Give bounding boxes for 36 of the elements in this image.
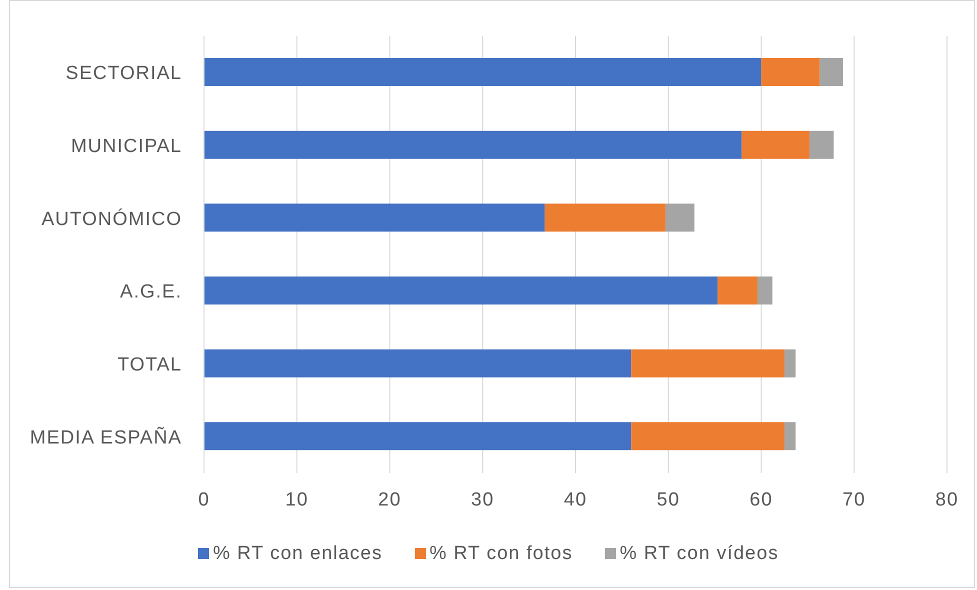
bar (718, 276, 758, 304)
bar (742, 130, 810, 159)
x-tick-label: 30 (471, 489, 494, 510)
y-tick-label: MUNICIPAL (70, 136, 182, 157)
bar (784, 422, 796, 450)
x-tick-label: 60 (750, 489, 773, 510)
bar (204, 422, 632, 450)
legend-label: % RT con enlaces (213, 543, 382, 564)
bar (204, 349, 632, 378)
bar (204, 276, 718, 304)
y-tick-label: TOTAL (118, 354, 182, 376)
bar (761, 58, 820, 86)
bar (204, 204, 545, 232)
y-tick-label: AUTONÓMICO (41, 208, 182, 230)
x-tick-label: 20 (378, 489, 402, 510)
bar (544, 204, 666, 232)
x-tick-label: 70 (842, 489, 866, 510)
bar (631, 422, 784, 450)
x-tick-label: 50 (656, 489, 680, 510)
bar (758, 276, 772, 304)
bar (204, 130, 742, 159)
y-tick-label: MEDIA ESPAÑA (30, 426, 182, 448)
bar (810, 130, 834, 159)
y-tick-label: SECTORIAL (66, 63, 182, 84)
bar (204, 58, 762, 86)
bar (666, 204, 694, 232)
y-tick-label: A.G.E. (120, 282, 182, 303)
legend-label: % RT con fotos (430, 543, 573, 564)
legend-label: % RT con vídeos (620, 543, 779, 564)
bar (631, 349, 784, 378)
bar (784, 349, 796, 378)
bar (820, 58, 843, 86)
x-tick-label: 80 (935, 489, 959, 510)
x-tick-label: 40 (564, 489, 588, 510)
x-tick-label: 10 (285, 489, 308, 510)
x-tick-label: 0 (198, 489, 210, 510)
